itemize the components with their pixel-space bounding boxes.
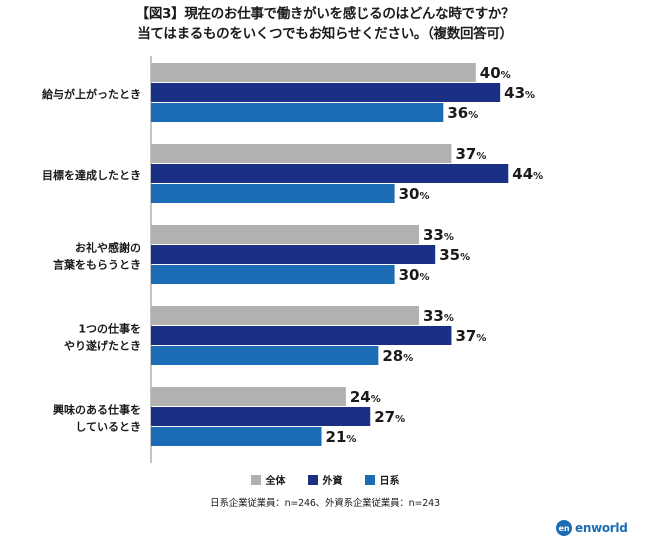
- sample-size-note: 日系企業従業員：n=246、外資系企業従業員：n=243: [210, 498, 440, 509]
- category-label: 目標を達成したとき: [42, 168, 141, 182]
- category-label: しているとき: [75, 421, 141, 434]
- legend-swatch-foreign: [307, 474, 318, 485]
- bar: [151, 427, 322, 446]
- chart-title-line2: 当てはまるものをいくつでもお知らせください。（複数回答可）: [137, 26, 513, 42]
- data-label: 37%: [455, 145, 486, 163]
- data-label: 21%: [326, 428, 357, 446]
- legend-item-foreign: 外資: [307, 472, 343, 487]
- bar: [151, 103, 444, 122]
- bar: [151, 225, 419, 244]
- data-label: 30%: [399, 185, 430, 203]
- legend-label-foreign: 外資: [322, 476, 343, 487]
- data-label: 44%: [512, 165, 543, 183]
- data-label: 28%: [382, 347, 413, 365]
- bar: [151, 83, 501, 102]
- chart-title: 【図3】現在のお仕事で働きがいを感じるのはどんな時ですか？ 当てはまるものをいく…: [0, 4, 650, 44]
- bar: [151, 245, 436, 264]
- bar: [151, 326, 452, 345]
- category-label: 1つの仕事を: [78, 322, 141, 336]
- data-label: 30%: [399, 266, 430, 284]
- legend-item-japanese: 日系: [364, 472, 400, 487]
- bar: [151, 407, 371, 426]
- bar: [151, 144, 452, 163]
- legend-swatch-all: [250, 474, 261, 485]
- category-label: 言葉をもらうとき: [53, 258, 141, 272]
- bar: [151, 346, 379, 365]
- category-label: 興味のある仕事を: [53, 403, 141, 417]
- bar: [151, 387, 346, 406]
- legend-item-all: 全体: [250, 472, 286, 487]
- legend-swatch-japanese: [364, 474, 375, 485]
- brand-text: enworld: [575, 521, 628, 535]
- data-label: 27%: [374, 408, 405, 426]
- data-label: 43%: [504, 84, 535, 102]
- brand-mark-icon: en: [556, 520, 572, 536]
- data-label: 37%: [455, 327, 486, 345]
- data-label: 24%: [350, 388, 381, 406]
- chart-title-line1: 【図3】現在のお仕事で働きがいを感じるのはどんな時ですか？: [135, 6, 515, 22]
- data-label: 36%: [447, 104, 478, 122]
- data-label: 40%: [480, 64, 511, 82]
- category-label: やり遂げたとき: [64, 339, 141, 353]
- bar: [151, 63, 476, 82]
- data-label: 35%: [439, 246, 470, 264]
- data-label: 33%: [423, 307, 454, 325]
- bar: [151, 184, 395, 203]
- bar: [151, 164, 509, 183]
- category-label: お礼や感謝の: [75, 241, 141, 255]
- bar-chart: 給与が上がったとき 40% 43% 36% 目標を達成したとき 37% 44% 30% お礼や感…: [42, 56, 543, 463]
- data-label: 33%: [423, 226, 454, 244]
- legend-label-japanese: 日系: [379, 476, 400, 487]
- category-label: 給与が上がったとき: [42, 87, 141, 101]
- legend-label-all: 全体: [265, 476, 286, 487]
- bar: [151, 265, 395, 284]
- brand-logo: en enworld: [556, 520, 628, 536]
- bar: [151, 306, 419, 325]
- legend: 全体 外資 日系: [0, 472, 650, 487]
